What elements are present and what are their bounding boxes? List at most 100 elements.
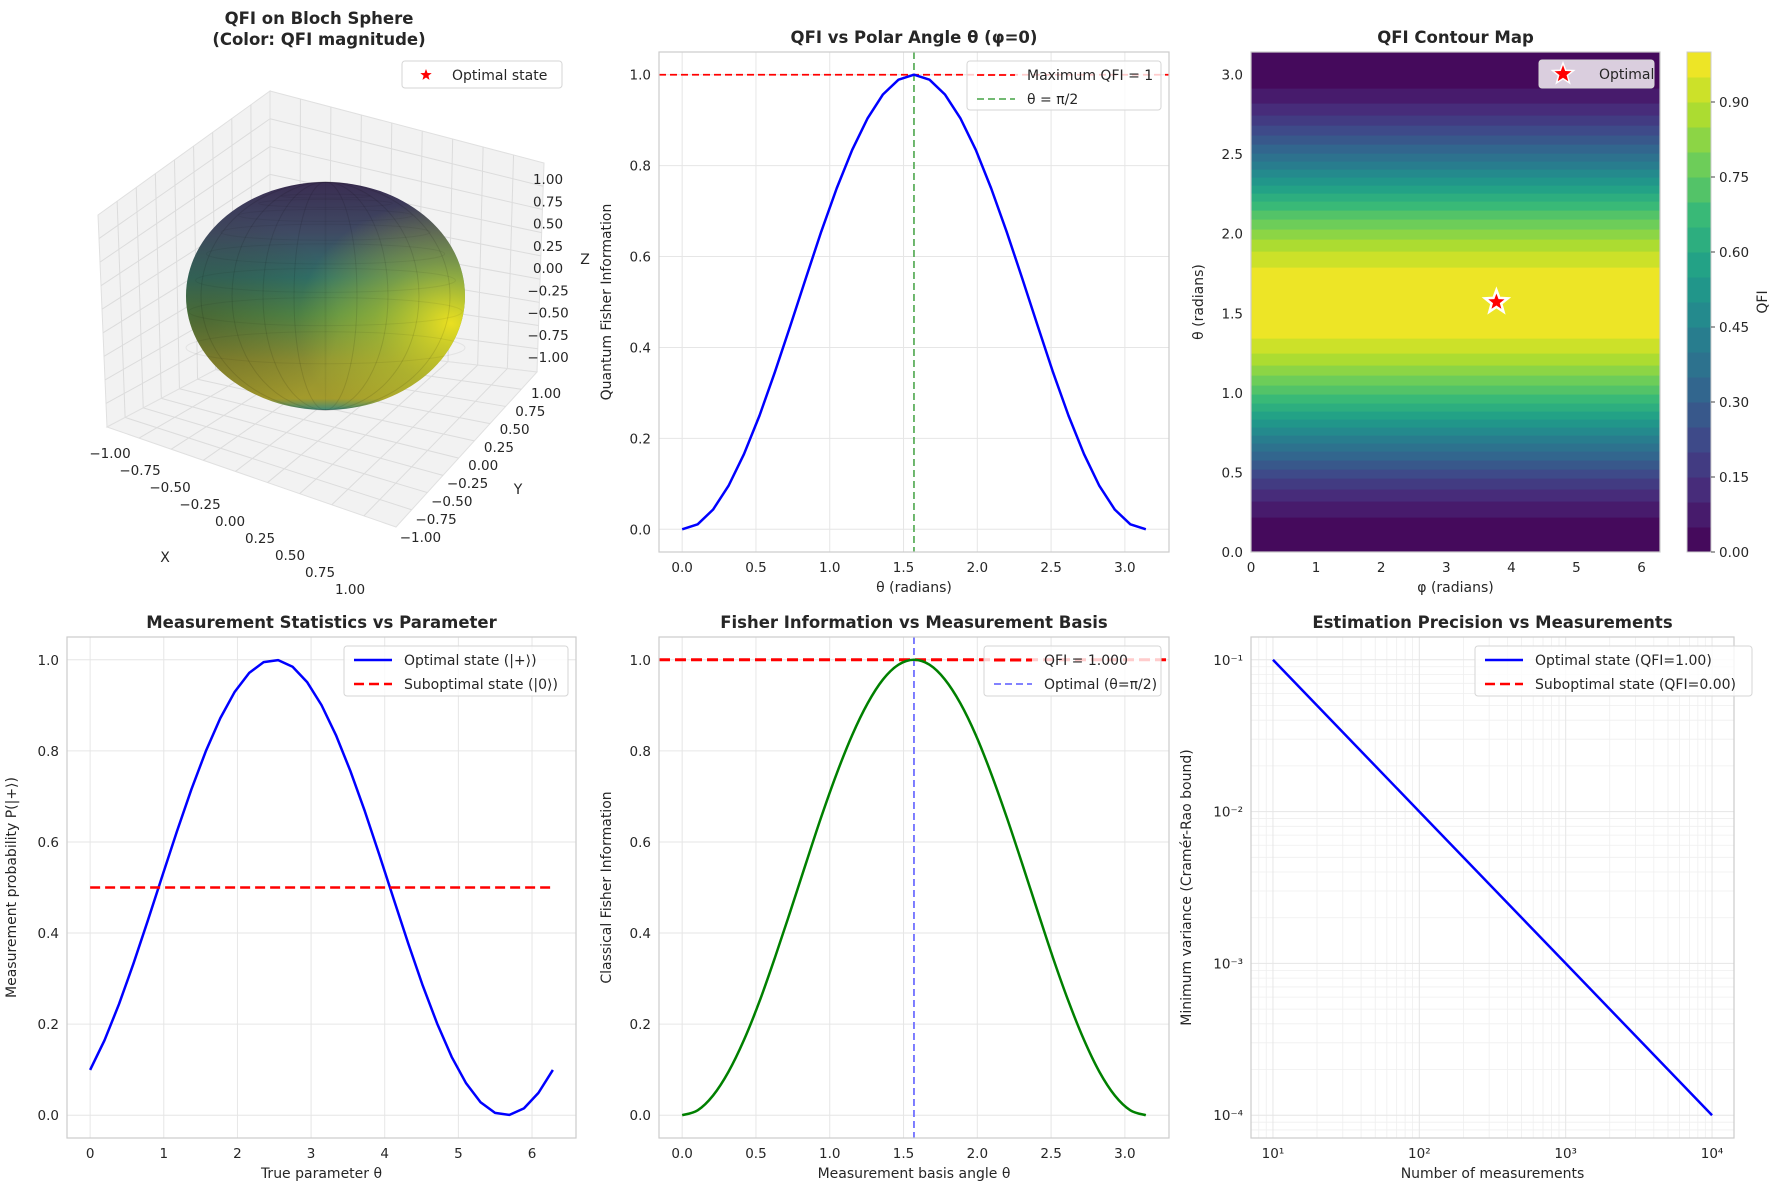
contour-band [1251,501,1660,518]
subplot-title: Fisher Information vs Measurement Basis [720,613,1108,632]
colorbar-segment [1687,527,1711,553]
axes-frame [66,636,577,1139]
colorbar-segment [1687,177,1711,203]
legend-star-marker [420,69,432,80]
contour-band [1251,135,1660,145]
contour-band [1251,267,1660,339]
sphere-mesh-line [237,208,414,222]
x-axis-label: θ (radians) [876,580,952,596]
z-tick-label: 0.00 [533,261,563,277]
pane-gridline [197,378,475,442]
axes-frame [1250,636,1735,1139]
contour-band [1251,443,1660,452]
y-tick-label: 10⁻² [1213,805,1243,821]
x-tick-label: 1.0 [819,1146,840,1162]
legend: Maximum QFI = 1 θ = π/2 [966,60,1162,111]
contour-band [1251,365,1660,376]
contour-band [1251,451,1660,461]
x-tick-label: 1 [1312,560,1321,576]
x-tick-label: −0.50 [149,480,190,496]
pane-gridline [269,118,544,187]
legend-label: Suboptimal state (|0⟩) [404,677,558,693]
contour-band [1251,229,1660,240]
x-tick-label: 1.00 [335,582,365,598]
x-tick-label: 2.5 [1040,560,1061,576]
contour-band [1251,210,1660,220]
y-axis-label: Classical Fisher Information [599,791,615,983]
legend-label: θ = π/2 [1027,92,1078,108]
sphere-mesh-line [220,223,431,241]
x-tick-label: 0.75 [305,565,335,581]
x-tick-label: 0.5 [745,1146,766,1162]
y-axis-label: Measurement probability P(|+⟩) [4,777,20,998]
x-tick-label: 5 [1572,560,1581,576]
colorbar-segment [1687,427,1711,453]
contour-band [1251,411,1660,420]
pane-gridline [506,154,515,369]
y-tick-label: 3.0 [1222,68,1243,84]
subplot-title: QFI on Bloch Sphere [225,9,414,28]
y-tick-label: 2.5 [1222,147,1243,163]
y-tick-label: −0.50 [431,494,472,510]
y-tick-label: 0.6 [630,835,651,851]
y-tick-label: 0.6 [38,835,59,851]
colorbar-tick-label: 0.90 [1719,95,1749,111]
y-tick-label: 2.0 [1222,227,1243,243]
x-tick-label: 10² [1408,1146,1431,1162]
sphere-mesh-line [293,181,358,411]
sphere-shade [186,182,465,410]
x-tick-label: 0.0 [671,560,692,576]
pane-gridline [179,388,459,459]
legend-label: Optimal (θ=π/2) [1044,677,1157,693]
legend: Optimal state (|+⟩) Suboptimal state (|0⟩… [343,645,569,697]
x-axis-label: True parameter θ [260,1166,382,1182]
sphere-mesh-line [293,181,358,411]
contour-band [1251,88,1660,104]
x-tick-label: 1.0 [819,560,840,576]
z-tick-label: −1.00 [527,350,568,366]
colorbar-segment [1687,252,1711,278]
x-tick-label: 3 [1442,560,1451,576]
pane-gridline [100,173,271,287]
y-tick-label: 0.0 [38,1108,59,1124]
colorbar-frame [1686,51,1712,553]
y-tick-label: 0.8 [630,159,651,175]
x-tick-label: 10⁴ [1701,1146,1724,1162]
subplot-2: 0 1 2 3 4 5 6 0.0 0.5 1.0 1.5 2.0 2.5 3.0 QFI Contour … [1191,28,1771,596]
pane-gridline [299,361,449,495]
colorbar-tick-label: 0.15 [1719,470,1749,486]
y-tick-label: −0.75 [415,512,456,528]
x-tick-label: 4 [380,1146,389,1162]
colorbar-tick-label: 0.75 [1719,170,1749,186]
colorbar-segment [1687,277,1711,303]
y-tick-label: 10⁻¹ [1213,653,1243,669]
pane-gridline [269,146,543,210]
plot-area [659,637,1169,1138]
x-tick-label: −0.25 [179,497,220,513]
axes-frame [1250,51,1661,553]
y-tick-label: 1.0 [38,653,59,669]
x-tick-label: 3.0 [1114,1146,1135,1162]
colorbar-segment [1687,327,1711,353]
y-tick-label: 0.0 [630,522,651,538]
y-tick-label: 1.5 [1222,306,1243,322]
legend-frame [966,60,1162,111]
x-axis-label: X [160,550,170,566]
y-tick-label: 0.4 [38,926,59,942]
contour-band [1251,239,1660,252]
colorbar: 0.00 0.15 0.30 0.45 0.60 0.75 0.90 QFI [1686,51,1771,561]
legend-label: Optimal state (|+⟩) [404,653,537,669]
x-tick-label: −0.75 [119,463,160,479]
axes-frame [658,636,1170,1139]
plot-content [1251,52,1660,552]
colorbar-segment [1687,127,1711,153]
contour-band [1251,169,1660,178]
contour-band [1251,375,1660,386]
subplot-5: 10¹ 10² 10³ 10⁴ 10⁻¹ 10⁻² 10⁻³ 10⁻⁴ Estimation P… [1179,613,1753,1182]
sphere-mesh-line [231,181,420,411]
series-line-0 [89,658,554,1117]
legend-frame [1474,645,1753,697]
y-tick-label: 0.8 [38,744,59,760]
x-tick-label: 1 [159,1146,168,1162]
y-tick-label: 0.8 [630,744,651,760]
